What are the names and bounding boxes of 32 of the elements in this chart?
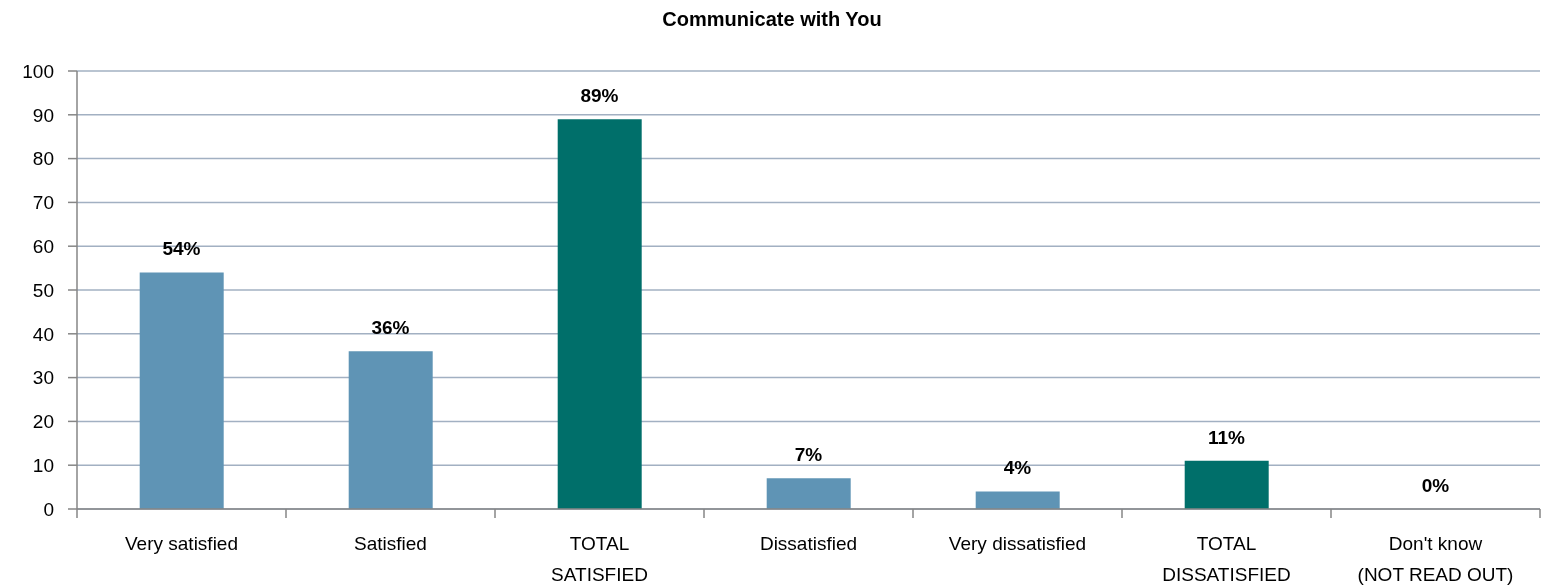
data-label: 89% <box>580 85 619 107</box>
y-tick-label: 30 <box>32 367 54 389</box>
bar <box>139 272 224 509</box>
y-tick-label: 70 <box>32 192 54 214</box>
x-tick-label: Very dissatisfied <box>948 533 1087 554</box>
y-tick-label: 40 <box>32 323 54 345</box>
data-label: 11% <box>1208 426 1246 448</box>
y-tick-label: 20 <box>32 411 54 433</box>
y-tick-label: 100 <box>22 60 54 82</box>
data-label: 0% <box>1421 475 1450 496</box>
x-tick-label: TOTAL DISSATISFIED <box>1162 533 1291 585</box>
chart-title: Communicate with You <box>661 8 883 31</box>
y-tick-label: 80 <box>32 148 54 170</box>
y-tick-label: 50 <box>32 279 54 301</box>
bar <box>348 351 433 509</box>
x-tick-label: Don't know (NOT READ OUT) <box>1357 533 1514 585</box>
x-tick-label: TOTAL SATISFIED <box>551 533 648 585</box>
y-tick-label: 90 <box>32 104 54 126</box>
x-tick-label: Very satisfied <box>125 533 238 554</box>
y-tick-label: 10 <box>32 454 54 476</box>
x-tick-label: Satisfied <box>354 533 427 554</box>
bar <box>1184 460 1269 509</box>
bar <box>766 478 851 509</box>
data-label: 4% <box>1003 457 1032 479</box>
y-tick-label: 0 <box>43 498 54 520</box>
bar <box>557 119 642 509</box>
data-label: 36% <box>371 317 410 339</box>
data-label: 54% <box>162 238 201 260</box>
y-tick-label: 60 <box>32 235 54 257</box>
bar <box>975 491 1060 509</box>
x-tick-label: Dissatisfied <box>759 533 858 554</box>
data-label: 7% <box>794 444 823 466</box>
